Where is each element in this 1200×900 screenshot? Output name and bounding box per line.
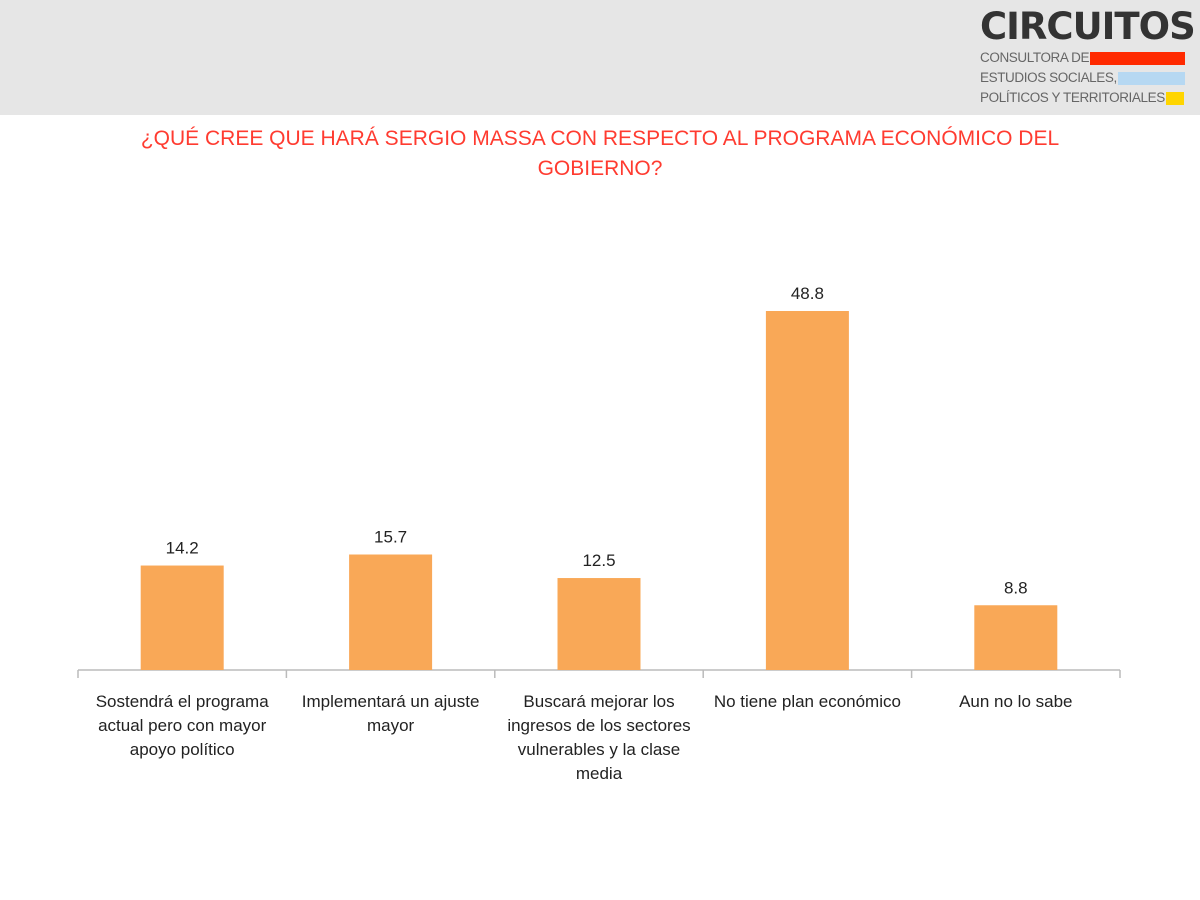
logo-line-1: CONSULTORA DE (980, 48, 1185, 68)
logo-line-3: POLÍTICOS Y TERRITORIALES (980, 88, 1185, 108)
logo-red-bar (1090, 51, 1185, 65)
logo-text-3: POLÍTICOS Y TERRITORIALES (980, 90, 1165, 105)
bar (349, 554, 433, 670)
category-label: Sostendrá el programa actual pero con ma… (95, 692, 269, 759)
data-label: 12.5 (582, 551, 615, 570)
data-label: 14.2 (166, 539, 199, 558)
bar (974, 605, 1058, 670)
data-label: 8.8 (1004, 578, 1028, 597)
category-label: No tiene plan económico (713, 692, 901, 711)
logo-blue-bar (1117, 71, 1185, 85)
bar (557, 578, 641, 670)
logo-text-1: CONSULTORA DE (980, 50, 1090, 65)
data-label: 48.8 (791, 284, 824, 303)
circuitos-logo: CIRCUITOS CONSULTORA DE ESTUDIOS SOCIALE… (980, 5, 1196, 108)
header-band: CIRCUITOS CONSULTORA DE ESTUDIOS SOCIALE… (0, 0, 1200, 115)
category-label: Aun no lo sabe (959, 692, 1073, 711)
bar (765, 311, 849, 670)
category-label: Implementará un ajuste mayor (301, 692, 480, 735)
logo-name: CIRCUITOS (980, 5, 1196, 48)
bar (140, 565, 224, 670)
category-label: Buscará mejorar los ingresos de los sect… (507, 692, 691, 783)
data-label: 15.7 (374, 528, 407, 547)
logo-text-2: ESTUDIOS SOCIALES, (980, 70, 1117, 85)
logo-yellow-bar (1165, 91, 1184, 105)
chart-title: ¿QUÉ CREE QUE HARÁ SERGIO MASSA CON RESP… (140, 127, 1060, 180)
logo-line-2: ESTUDIOS SOCIALES, (980, 68, 1185, 88)
